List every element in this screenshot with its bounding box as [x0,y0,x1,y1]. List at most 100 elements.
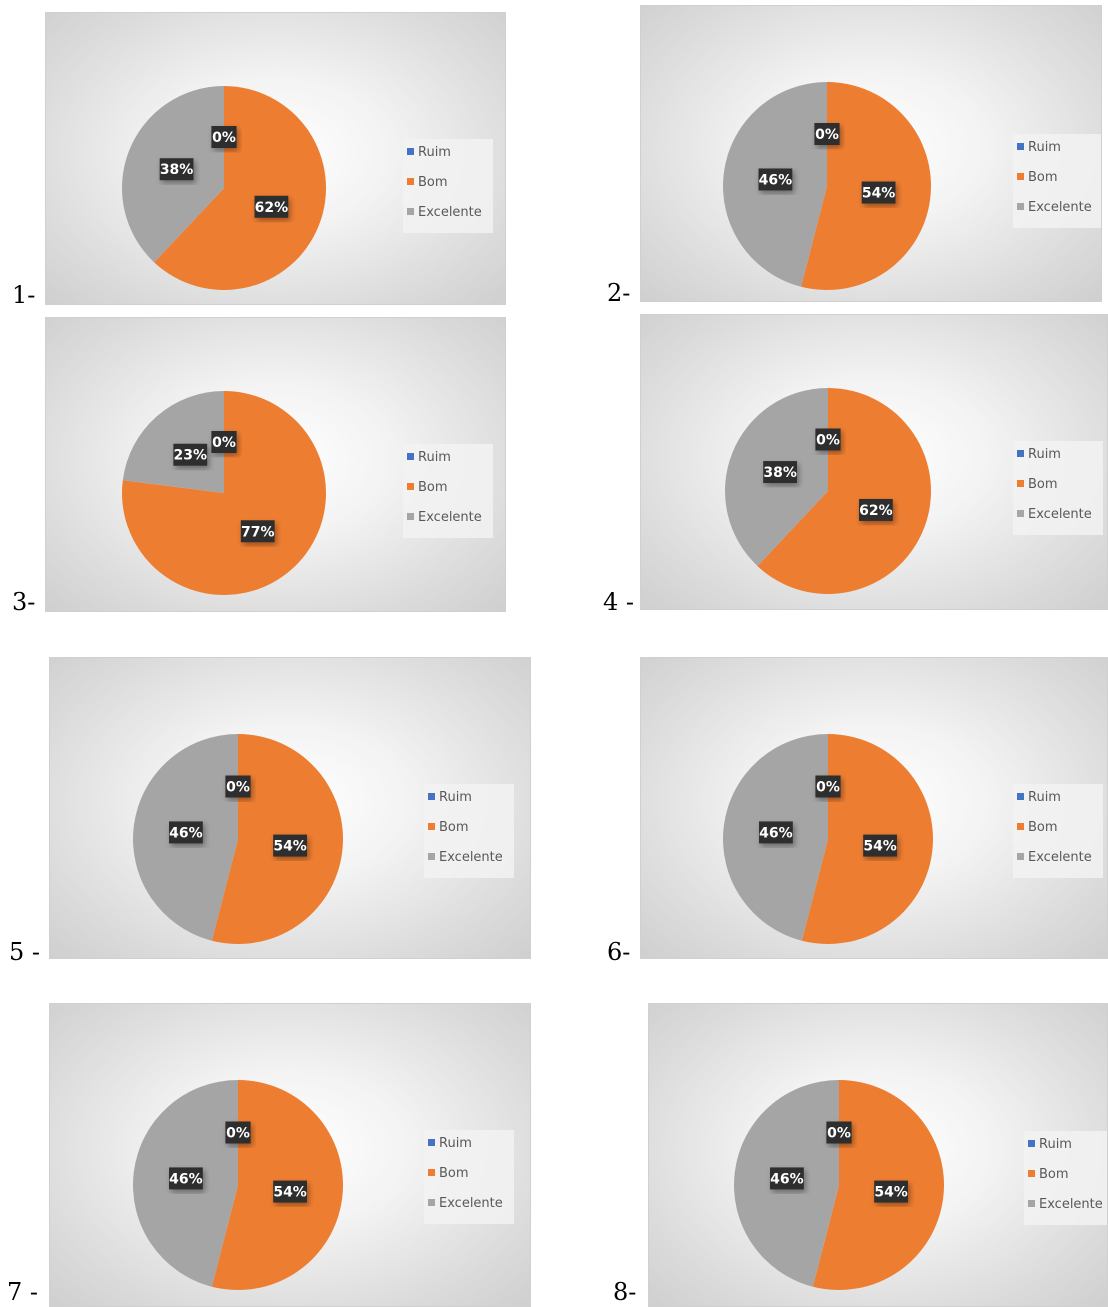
legend-label-excelente: Excelente [439,1196,503,1211]
data-label-box [826,1121,852,1144]
data-label-ruim: 0% [815,775,841,798]
legend-swatch-ruim [428,1139,435,1146]
legend-label-excelente: Excelente [1039,1197,1103,1212]
chart-number-label: 5 - [9,938,41,966]
data-label-bom: 62% [254,195,289,218]
data-label-box [273,834,307,857]
data-label-ruim: 0% [225,1121,251,1144]
data-label-bom: 62% [858,498,893,521]
legend-background [1013,134,1101,228]
chart-panel-1: 0% 62% 38% Ruim Bom Excelente [45,12,506,305]
legend-label-ruim: Ruim [418,145,451,160]
data-label-bom: 54% [273,834,307,857]
legend-background [424,1130,514,1224]
data-label-text: 46% [169,825,203,841]
legend-label-bom: Bom [418,480,448,495]
legend-swatch-bom [428,823,435,830]
legend-label-ruim: Ruim [1028,447,1061,462]
legend-label-ruim: Ruim [418,450,451,465]
data-label-text: 46% [759,172,793,188]
data-label-box [815,775,841,798]
legend-swatch-excelente [1017,203,1024,210]
legend-background [1024,1131,1107,1225]
data-label-ruim: 0% [211,431,237,453]
legend-label-ruim: Ruim [1028,140,1061,155]
legend-label-ruim: Ruim [1039,1137,1072,1152]
pie-data-labels: 0% 54% 46% [758,123,896,204]
data-label-text: 0% [212,130,236,146]
data-label-box [159,158,194,181]
data-label-text: 62% [859,503,893,519]
legend-label-bom: Bom [439,1166,469,1181]
data-label-box [173,443,208,466]
legend-swatch-bom [428,1169,435,1176]
legend-swatch-excelente [428,853,435,860]
data-label-text: 0% [827,1126,851,1142]
data-label-text: 77% [241,524,275,540]
legend-label-ruim: Ruim [1028,790,1061,805]
chart-number-label: 8- [613,1278,637,1306]
chart-number-label: 4 - [603,588,635,616]
data-label-box [874,1180,908,1203]
data-label-excelente: 46% [759,821,793,844]
data-label-text: 0% [212,435,236,451]
legend-background [1013,784,1103,878]
data-label-text: 54% [862,186,896,202]
pie-slices [132,734,343,944]
legend-background [424,784,514,878]
data-label-box [758,168,793,191]
data-label-excelente: 46% [758,168,793,191]
pie-chart-svg: 0% 54% 46% Ruim Bom Excelente [722,734,1103,944]
data-label-box [254,195,289,218]
pie-chart-svg: 0% 54% 46% Ruim Bom Excelente [723,81,1101,290]
legend: Ruim Bom Excelente [1024,1131,1107,1225]
data-label-text: 54% [273,1185,307,1201]
legend-swatch-ruim [1017,143,1024,150]
legend-swatch-ruim [1017,793,1024,800]
chart-panel-2: 0% 54% 46% Ruim Bom Excelente [640,5,1102,302]
pie-slices [733,1080,944,1290]
data-label-text: 0% [816,433,840,449]
legend-swatch-ruim [1017,450,1024,457]
data-label-box [863,834,897,857]
data-label-text: 38% [763,465,797,481]
legend-label-excelente: Excelente [439,850,503,865]
legend-label-ruim: Ruim [439,790,472,805]
data-label-text: 46% [770,1171,804,1187]
pie-data-labels: 0% 54% 46% [770,1121,908,1203]
legend-label-excelente: Excelente [1028,850,1092,865]
pie-data-labels: 0% 62% 38% [159,126,289,218]
data-label-box [815,428,841,451]
legend: Ruim Bom Excelente [1013,134,1101,228]
pie-slice-bom [121,391,326,595]
chart-panel-8: 0% 54% 46% Ruim Bom Excelente [648,1003,1108,1307]
legend-swatch-excelente [407,513,414,520]
chart-number-label: 3- [12,588,36,616]
chart-number-label: 1- [12,281,36,309]
pie-chart-svg: 0% 62% 38% Ruim Bom Excelente [122,86,493,290]
data-label-text: 54% [863,839,897,855]
data-label-ruim: 0% [826,1121,852,1144]
data-label-excelente: 46% [770,1167,804,1190]
pie-slices [722,734,933,944]
pie-slice-excelente [122,391,224,493]
pie-slices [723,81,932,290]
legend-label-bom: Bom [439,820,469,835]
data-label-ruim: 0% [211,126,237,148]
data-label-bom: 77% [240,520,275,543]
data-label-box [814,123,840,145]
data-label-box [211,431,237,453]
legend-swatch-bom [407,178,414,185]
legend-label-bom: Bom [418,175,448,190]
data-label-box [169,1167,203,1190]
legend-label-bom: Bom [1028,170,1058,185]
pie-chart-svg: 0% 54% 46% Ruim Bom Excelente [132,734,514,944]
legend-background [403,139,493,233]
legend-swatch-excelente [428,1199,435,1206]
chart-panel-7: 0% 54% 46% Ruim Bom Excelente [49,1003,531,1307]
chart-number-label: 7 - [7,1278,39,1306]
legend-label-excelente: Excelente [1028,507,1092,522]
data-label-bom: 54% [874,1180,908,1203]
pie-chart-svg: 0% 77% 23% Ruim Bom Excelente [121,391,493,595]
legend-swatch-excelente [407,208,414,215]
